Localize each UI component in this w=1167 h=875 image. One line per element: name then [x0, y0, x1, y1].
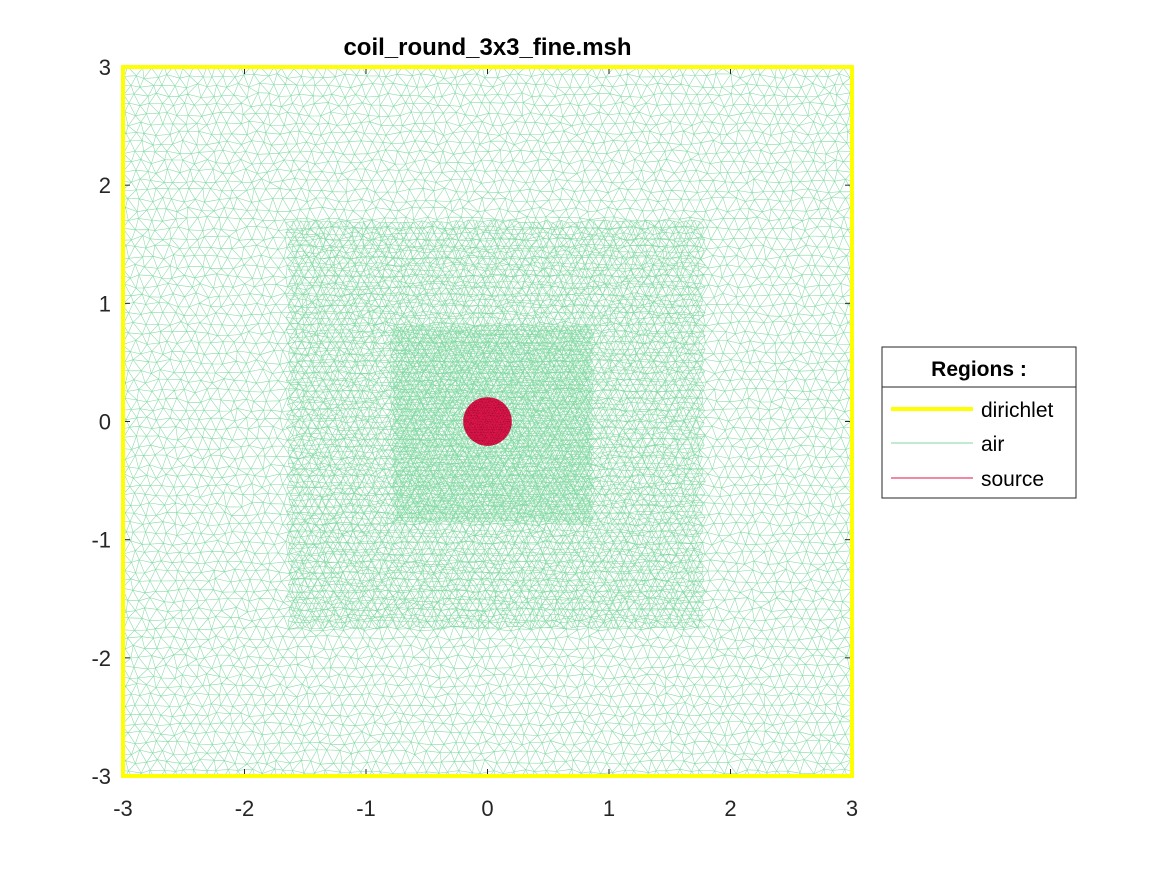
legend-title: Regions :	[931, 358, 1027, 381]
chart-title: coil_round_3x3_fine.msh	[343, 34, 631, 61]
legend-label-dirichlet: dirichlet	[981, 399, 1054, 422]
legend-entry-air: air	[891, 433, 1004, 456]
x-tick-label: 0	[481, 796, 493, 821]
legend-box	[881, 346, 1077, 499]
legend-label-air: air	[981, 433, 1004, 456]
dirichlet-boundary	[121, 65, 854, 778]
air-region-mesh	[123, 67, 852, 776]
x-tick-label: 1	[603, 796, 615, 821]
y-axis: -3 -2 -1 0 1 2 3	[91, 55, 111, 789]
legend-label-source: source	[981, 468, 1044, 491]
y-tick-label: -3	[91, 764, 111, 789]
air-mesh-lines	[123, 67, 852, 776]
y-tick-label: -2	[91, 646, 111, 671]
x-tick-label: -1	[356, 796, 376, 821]
plot-area	[121, 65, 854, 778]
legend-entry-source: source	[891, 468, 1044, 491]
x-tick-label: 3	[846, 796, 858, 821]
legend: Regions : dirichlet air source	[881, 346, 1077, 499]
x-tick-label: 2	[724, 796, 736, 821]
legend-entry-dirichlet: dirichlet	[891, 399, 1054, 422]
y-tick-label: 3	[99, 55, 111, 80]
y-tick-label: -1	[91, 528, 111, 553]
y-tick-label: 1	[99, 291, 111, 316]
y-tick-label: 2	[99, 173, 111, 198]
y-tick-label: 0	[99, 410, 111, 435]
x-tick-label: -2	[235, 796, 255, 821]
x-axis: -3 -2 -1 0 1 2 3	[113, 796, 858, 821]
x-tick-label: -3	[113, 796, 133, 821]
